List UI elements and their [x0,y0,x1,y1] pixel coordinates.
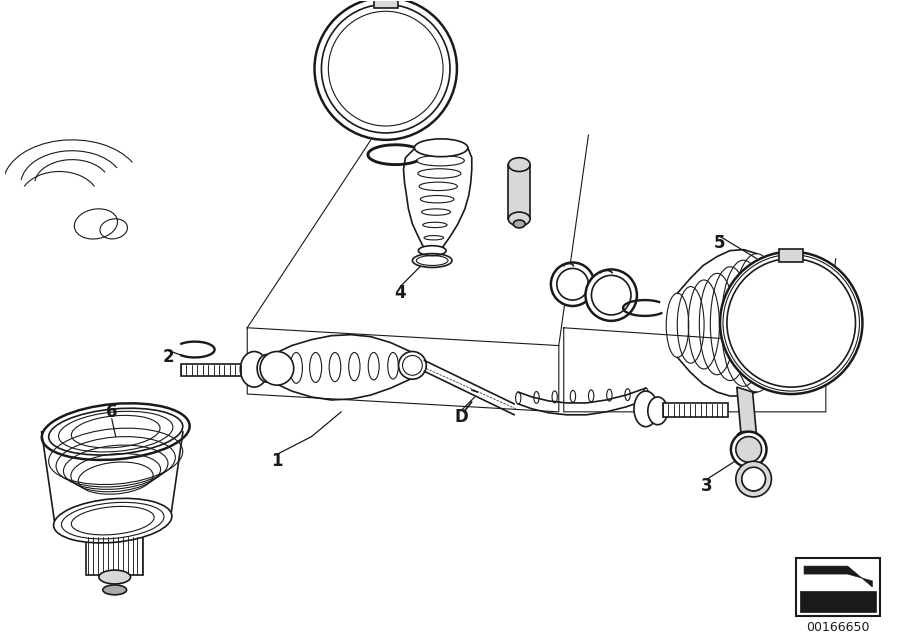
Ellipse shape [257,354,277,382]
Text: 6: 6 [106,403,118,421]
Bar [181,364,247,377]
Ellipse shape [720,252,862,394]
Ellipse shape [240,352,268,387]
Polygon shape [737,387,757,436]
Text: 5: 5 [714,233,724,252]
Ellipse shape [260,352,293,385]
Ellipse shape [99,570,130,584]
Ellipse shape [41,403,190,460]
Text: D: D [455,408,469,425]
Text: 00166650: 00166650 [806,621,869,634]
Bar [796,558,880,616]
Ellipse shape [399,352,427,379]
Ellipse shape [414,139,468,156]
Polygon shape [800,591,877,612]
Bar [662,403,728,417]
Ellipse shape [54,499,172,543]
Ellipse shape [418,245,446,256]
Bar [374,0,398,8]
Bar [779,249,803,263]
Ellipse shape [634,391,658,427]
Ellipse shape [586,270,637,321]
Ellipse shape [508,158,530,172]
Ellipse shape [736,436,761,462]
Text: 1: 1 [271,452,283,470]
Text: 2: 2 [162,349,174,366]
Ellipse shape [737,432,752,441]
Ellipse shape [742,467,766,491]
Ellipse shape [513,220,526,228]
Text: 3: 3 [701,477,713,495]
Text: 4: 4 [395,284,407,302]
Ellipse shape [103,585,127,595]
Polygon shape [508,165,530,219]
Ellipse shape [551,263,594,306]
Ellipse shape [508,212,530,226]
Polygon shape [804,566,872,587]
Ellipse shape [648,397,668,425]
Ellipse shape [736,461,771,497]
Bar [86,536,143,575]
Ellipse shape [731,432,767,467]
